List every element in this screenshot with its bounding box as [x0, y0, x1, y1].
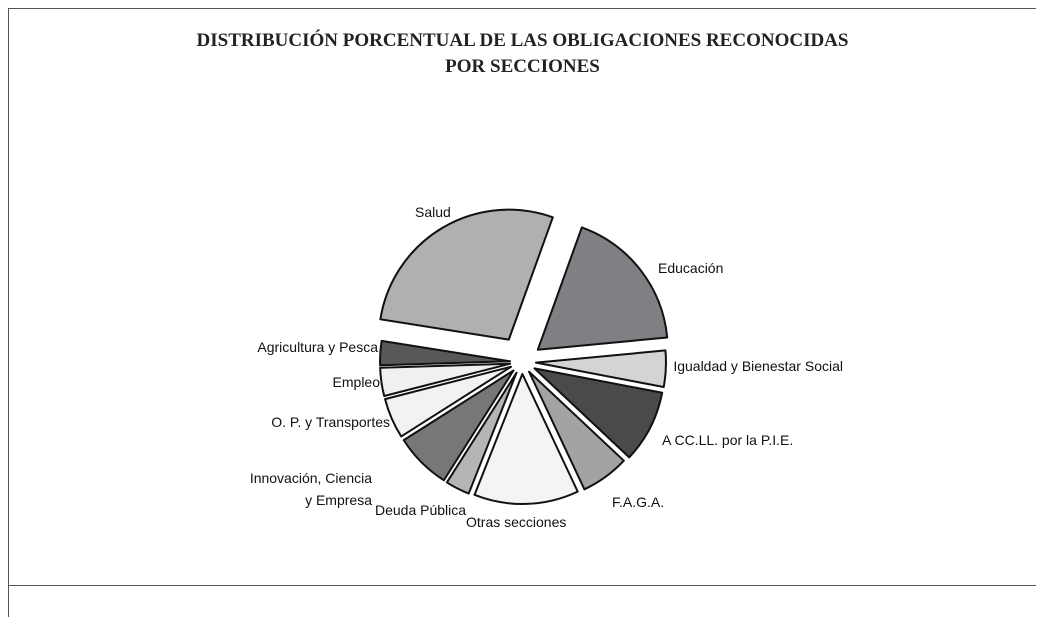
pie-slice: [533, 367, 664, 459]
pie-slice: [528, 370, 625, 491]
slice-label: Otras secciones: [466, 514, 567, 530]
pie-slice: [384, 365, 512, 438]
slice-label: Deuda Pública: [375, 502, 467, 518]
pie-slice: [473, 372, 579, 505]
slice-label: Agricultura y Pesca: [257, 339, 378, 355]
slice-label: Salud: [415, 204, 451, 220]
pie-slice: [379, 362, 512, 398]
slice-label: Empleo: [332, 374, 380, 390]
slice-label: A CC.LL. por la P.I.E.: [662, 432, 794, 448]
slice-label: Innovación, Ciencia y Empresa: [249, 470, 372, 508]
slice-label: F.A.G.A.: [612, 494, 665, 510]
chart-subtitle: POR SECCIONES: [445, 56, 600, 77]
slice-label: Igualdad y Bienestar Social: [673, 358, 843, 374]
pie-slice: [379, 208, 554, 341]
pie-slice: [536, 226, 669, 351]
pie-slice: [445, 371, 518, 495]
frame-line: [8, 585, 9, 617]
frame: [8, 8, 1036, 586]
pie-slice: [402, 369, 515, 482]
slice-label: Educación: [658, 260, 724, 276]
pie-slice: [379, 339, 512, 367]
pie-slice: [534, 349, 667, 389]
chart-title: DISTRIBUCIÓN PORCENTUAL DE LAS OBLIGACIO…: [196, 30, 849, 51]
slice-label: O. P. y Transportes: [271, 414, 390, 430]
